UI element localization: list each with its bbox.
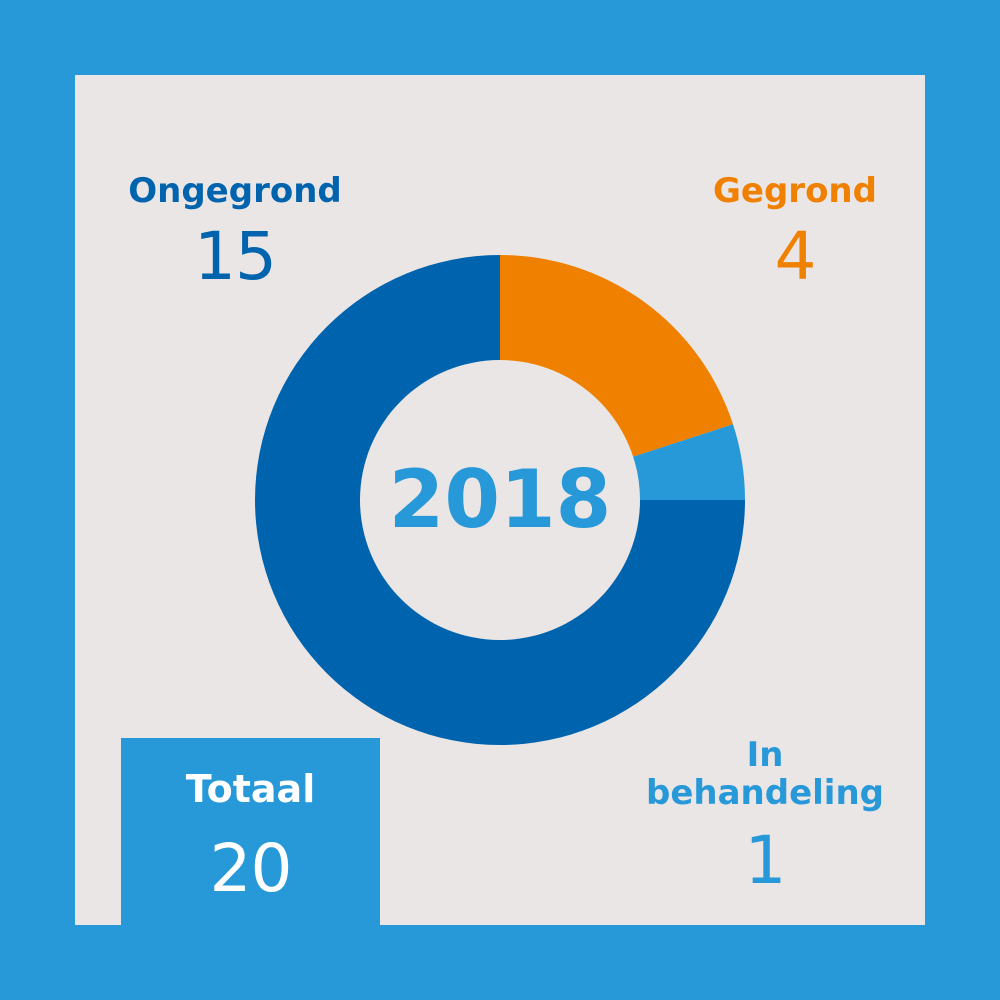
in-behandeling-label-line1: In [746, 735, 784, 775]
chart-title: 2018 [389, 453, 612, 546]
totaal-box: Totaal 20 [121, 738, 380, 925]
totaal-label: Totaal [185, 767, 316, 811]
donut-slice-in-behandeling [633, 424, 745, 500]
donut-slice-gegrond [500, 255, 734, 457]
in-behandeling-label: In behandeling [620, 736, 910, 812]
ongegrond-value: 15 [194, 218, 277, 295]
in-behandeling-label-line2: behandeling [646, 773, 884, 813]
gegrond-value: 4 [774, 218, 817, 295]
donut-slice-ongegrond [255, 255, 745, 745]
in-behandeling-value: 1 [744, 822, 787, 899]
donut-slices [255, 255, 745, 745]
gegrond-label: Gegrond [713, 171, 877, 211]
ongegrond-label: Ongegrond [128, 171, 342, 211]
totaal-value: 20 [209, 830, 293, 907]
